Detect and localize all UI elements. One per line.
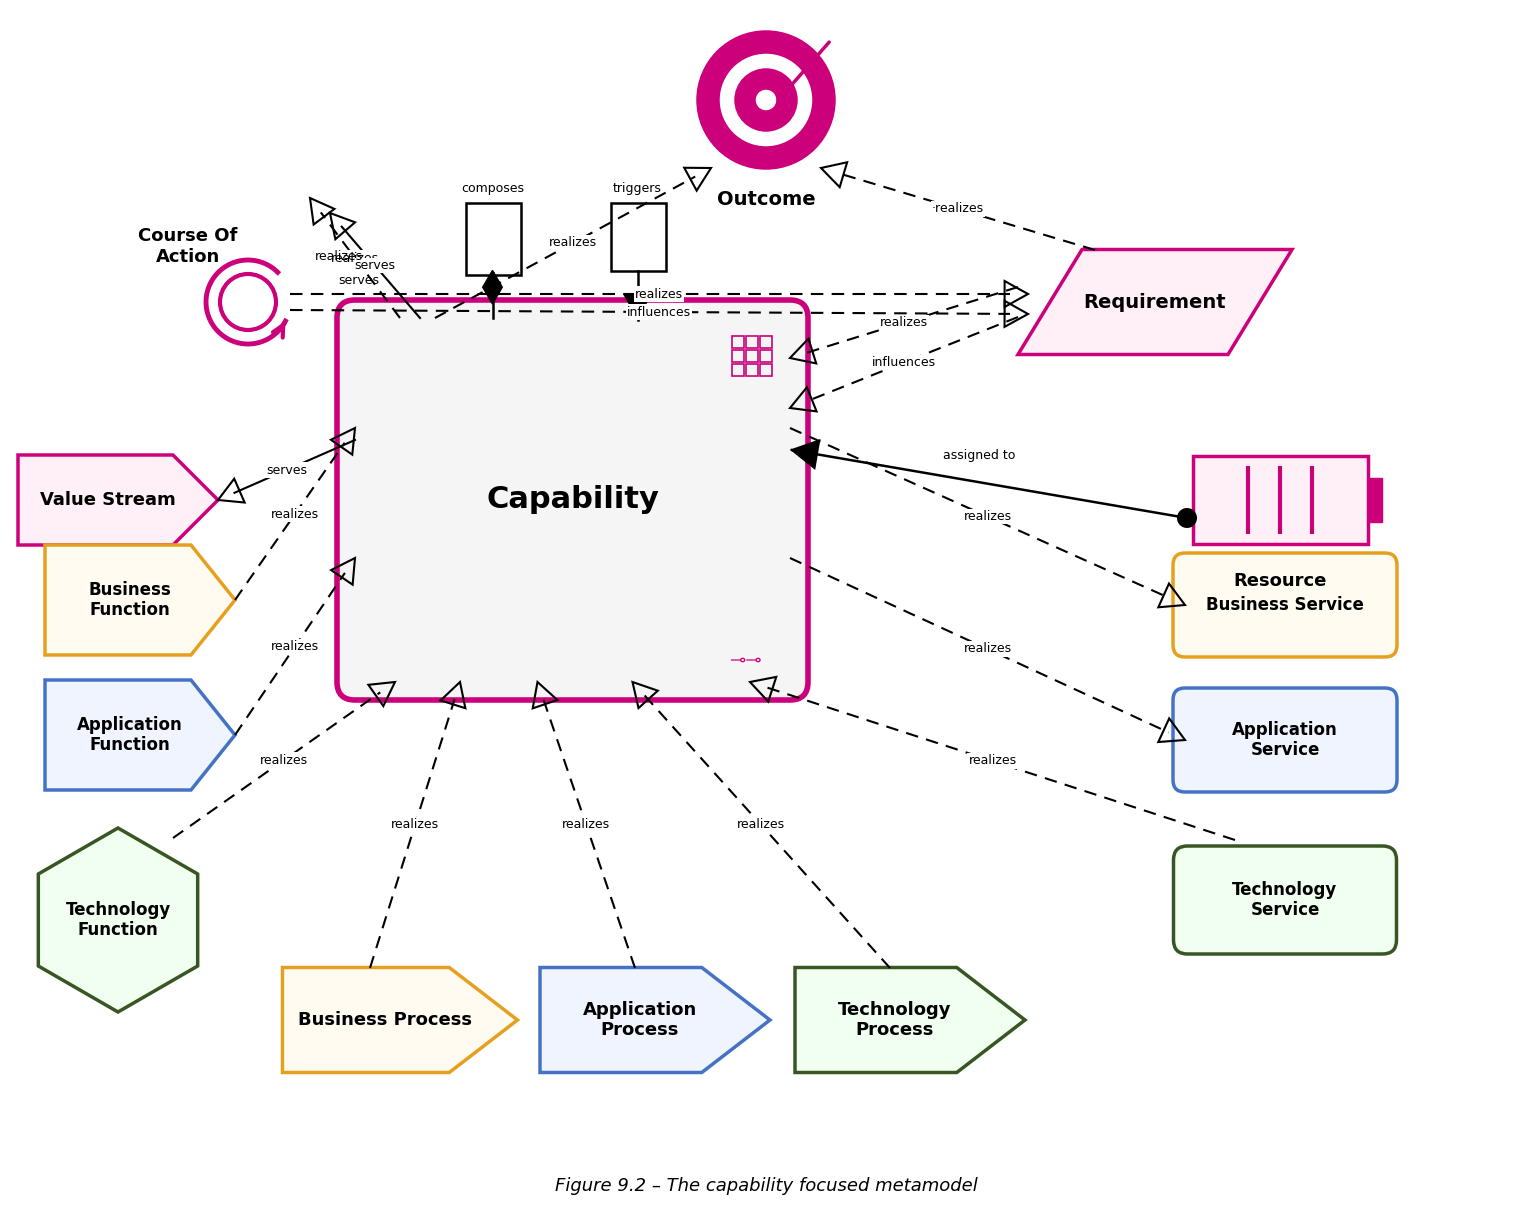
- Text: serves: serves: [339, 274, 378, 286]
- Circle shape: [735, 71, 797, 130]
- FancyBboxPatch shape: [1174, 688, 1397, 792]
- Polygon shape: [18, 455, 218, 545]
- FancyBboxPatch shape: [1174, 553, 1397, 657]
- Text: realizes: realizes: [562, 819, 610, 831]
- Bar: [1368, 478, 1382, 522]
- Text: assigned to: assigned to: [942, 449, 1016, 462]
- Text: Application
Service: Application Service: [1232, 720, 1337, 759]
- Polygon shape: [38, 828, 198, 1013]
- Text: Course Of
Action: Course Of Action: [138, 228, 237, 265]
- Text: serves: serves: [354, 259, 395, 273]
- Bar: [760, 350, 772, 361]
- Circle shape: [699, 32, 833, 168]
- Text: influences: influences: [627, 305, 691, 319]
- Circle shape: [754, 88, 778, 112]
- Text: Outcome: Outcome: [717, 190, 815, 209]
- Bar: [746, 364, 758, 376]
- Text: realizes: realizes: [271, 640, 319, 654]
- Circle shape: [1177, 507, 1196, 528]
- Text: influences: influences: [872, 357, 936, 369]
- Text: triggers: triggers: [613, 183, 662, 195]
- Bar: [746, 336, 758, 348]
- Polygon shape: [483, 270, 502, 304]
- Text: realizes: realizes: [737, 819, 786, 831]
- Polygon shape: [44, 680, 234, 790]
- Text: realizes: realizes: [391, 819, 440, 831]
- Polygon shape: [1017, 249, 1291, 354]
- Bar: [610, 203, 665, 271]
- Text: Business
Function: Business Function: [89, 581, 172, 619]
- Text: Technology
Function: Technology Function: [66, 901, 170, 940]
- Text: Technology
Process: Technology Process: [838, 1000, 951, 1039]
- Text: composes: composes: [461, 183, 524, 195]
- Bar: [732, 350, 745, 361]
- Bar: [466, 203, 521, 275]
- Polygon shape: [795, 968, 1025, 1072]
- Polygon shape: [539, 968, 771, 1072]
- Text: realizes: realizes: [548, 236, 597, 249]
- Text: realizes: realizes: [879, 316, 928, 329]
- Bar: [760, 336, 772, 348]
- Text: Value Stream: Value Stream: [40, 490, 176, 509]
- Text: Application
Function: Application Function: [77, 716, 182, 755]
- Bar: [732, 336, 745, 348]
- Polygon shape: [44, 545, 234, 655]
- Text: serves: serves: [267, 464, 306, 477]
- Text: realizes: realizes: [634, 287, 683, 301]
- Text: realizes: realizes: [271, 507, 319, 521]
- Text: realizes: realizes: [964, 643, 1011, 656]
- Polygon shape: [625, 295, 651, 318]
- Text: Capability: Capability: [486, 486, 659, 515]
- Text: Requirement: Requirement: [1083, 292, 1226, 312]
- Bar: [760, 364, 772, 376]
- Text: realizes: realizes: [964, 510, 1011, 523]
- Text: realizes: realizes: [260, 753, 308, 767]
- Bar: [746, 350, 758, 361]
- Polygon shape: [282, 968, 518, 1072]
- Text: Figure 9.2 – The capability focused metamodel: Figure 9.2 – The capability focused meta…: [555, 1177, 977, 1195]
- Text: Application
Process: Application Process: [582, 1000, 697, 1039]
- Polygon shape: [792, 441, 820, 469]
- Text: realizes: realizes: [316, 249, 363, 263]
- Text: Business Process: Business Process: [299, 1011, 472, 1030]
- Text: realizes: realizes: [968, 755, 1017, 768]
- Text: Business Service: Business Service: [1206, 596, 1363, 615]
- Text: ⊸⊸: ⊸⊸: [729, 651, 761, 669]
- Text: Technology
Service: Technology Service: [1232, 881, 1337, 919]
- Text: ·realizes: ·realizes: [931, 202, 984, 215]
- Text: realizes: realizes: [331, 252, 378, 264]
- Bar: [732, 364, 745, 376]
- Circle shape: [719, 52, 813, 148]
- FancyBboxPatch shape: [337, 301, 807, 700]
- FancyBboxPatch shape: [1174, 846, 1397, 954]
- Text: Resource: Resource: [1233, 572, 1327, 590]
- Bar: [1192, 456, 1368, 544]
